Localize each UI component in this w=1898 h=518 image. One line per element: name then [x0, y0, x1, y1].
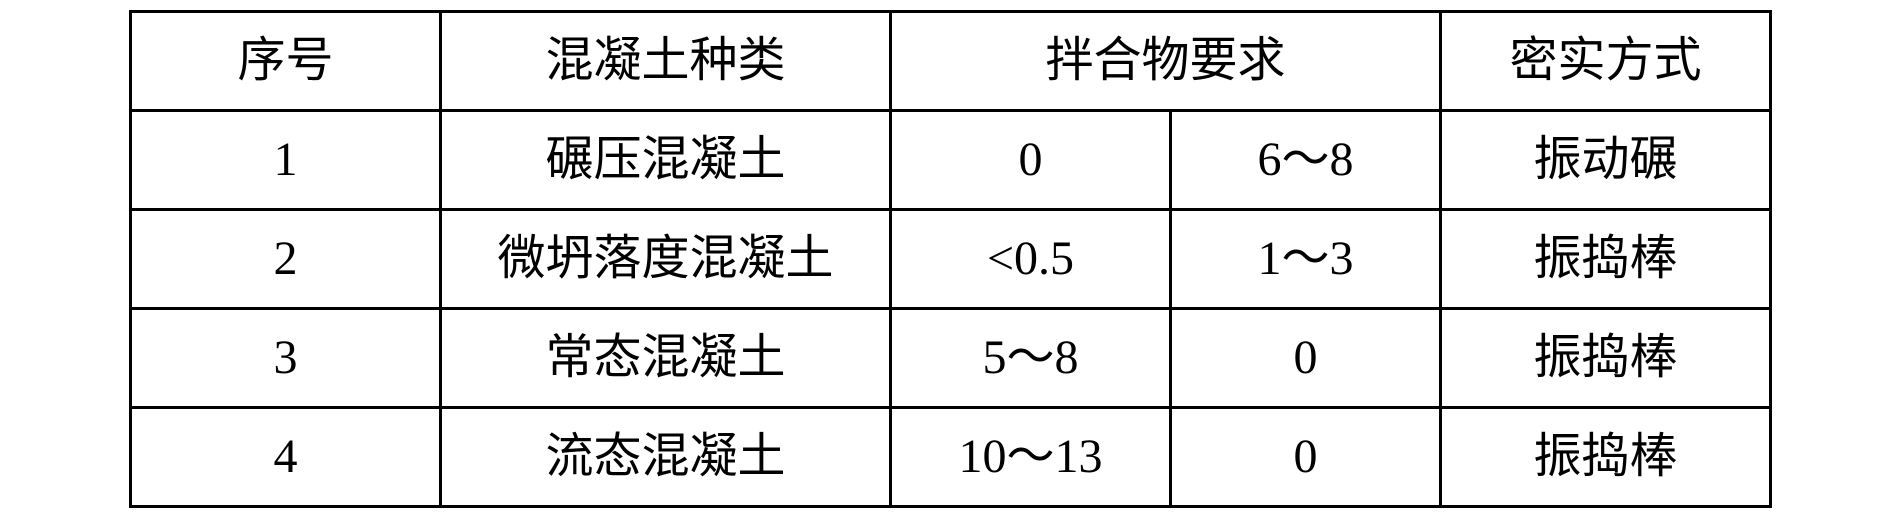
table-row: 4 流态混凝土 10～13 0 振捣棒 — [131, 408, 1771, 507]
cell-type: 碾压混凝土 — [441, 111, 891, 210]
concrete-table: 序号 混凝土种类 拌合物要求 密实方式 1 碾压混凝土 0 6～8 振动碾 2 … — [129, 10, 1772, 508]
cell-req-b: 0 — [1171, 408, 1441, 507]
cell-seq: 2 — [131, 210, 441, 309]
cell-seq: 3 — [131, 309, 441, 408]
cell-req-b: 1～3 — [1171, 210, 1441, 309]
cell-req-a: 5～8 — [891, 309, 1171, 408]
cell-method: 振捣棒 — [1441, 309, 1771, 408]
cell-req-a: <0.5 — [891, 210, 1171, 309]
cell-seq: 1 — [131, 111, 441, 210]
header-type: 混凝土种类 — [441, 12, 891, 111]
cell-req-b: 6～8 — [1171, 111, 1441, 210]
header-seq: 序号 — [131, 12, 441, 111]
cell-method: 振捣棒 — [1441, 408, 1771, 507]
cell-seq: 4 — [131, 408, 441, 507]
header-mixreq: 拌合物要求 — [891, 12, 1441, 111]
cell-req-a: 10～13 — [891, 408, 1171, 507]
header-method: 密实方式 — [1441, 12, 1771, 111]
table-row: 1 碾压混凝土 0 6～8 振动碾 — [131, 111, 1771, 210]
cell-type: 微坍落度混凝土 — [441, 210, 891, 309]
cell-type: 流态混凝土 — [441, 408, 891, 507]
cell-req-a: 0 — [891, 111, 1171, 210]
cell-method: 振动碾 — [1441, 111, 1771, 210]
cell-method: 振捣棒 — [1441, 210, 1771, 309]
table-header-row: 序号 混凝土种类 拌合物要求 密实方式 — [131, 12, 1771, 111]
cell-type: 常态混凝土 — [441, 309, 891, 408]
cell-req-b: 0 — [1171, 309, 1441, 408]
table-row: 2 微坍落度混凝土 <0.5 1～3 振捣棒 — [131, 210, 1771, 309]
concrete-table-container: 序号 混凝土种类 拌合物要求 密实方式 1 碾压混凝土 0 6～8 振动碾 2 … — [129, 10, 1769, 508]
table-row: 3 常态混凝土 5～8 0 振捣棒 — [131, 309, 1771, 408]
